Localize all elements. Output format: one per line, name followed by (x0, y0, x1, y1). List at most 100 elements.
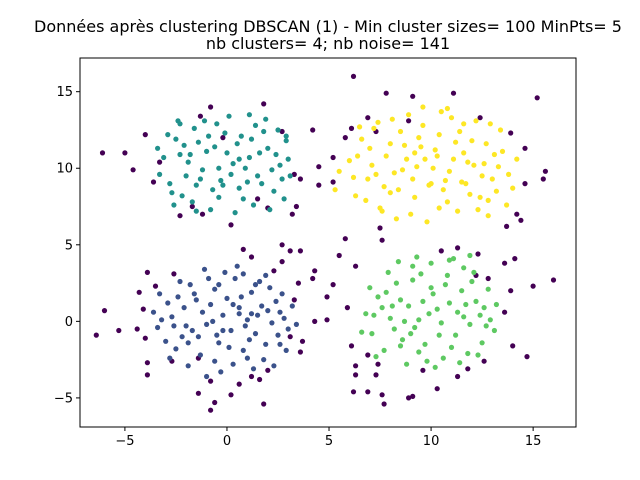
data-point (179, 334, 185, 340)
data-point (471, 269, 477, 275)
data-points (93, 73, 557, 413)
data-point (397, 128, 404, 135)
data-point (485, 197, 491, 203)
data-point (208, 104, 214, 110)
data-point (450, 156, 457, 162)
data-point (169, 190, 175, 196)
data-point (518, 217, 524, 223)
data-point (257, 376, 263, 383)
data-point (224, 295, 230, 301)
data-point (265, 367, 271, 373)
data-point (459, 179, 465, 185)
data-point (252, 331, 259, 337)
data-point (248, 373, 255, 380)
data-point (353, 363, 359, 369)
data-point (287, 173, 293, 179)
data-point (197, 352, 203, 358)
data-point (297, 248, 303, 254)
chart-title-line1: Données après clustering DBSCAN (1) - Mi… (34, 17, 622, 36)
data-point (434, 153, 440, 159)
data-point (353, 372, 359, 378)
data-point (542, 168, 549, 174)
data-point (379, 208, 385, 214)
data-point (177, 121, 183, 127)
data-point (199, 167, 206, 173)
data-point (208, 301, 214, 308)
data-point (375, 361, 381, 367)
data-point (432, 364, 438, 370)
data-point (99, 150, 106, 156)
data-point (165, 132, 171, 138)
data-point (171, 323, 177, 329)
data-point (467, 191, 473, 197)
data-point (420, 122, 426, 128)
data-point (446, 300, 452, 306)
data-point (350, 174, 357, 180)
data-point (248, 311, 255, 317)
data-point (234, 263, 240, 269)
data-point (406, 112, 412, 118)
data-point (275, 127, 281, 133)
data-point (226, 113, 232, 119)
data-point (250, 202, 257, 208)
data-point (222, 269, 228, 275)
data-point (471, 162, 477, 168)
data-point (422, 341, 428, 347)
data-point (244, 179, 250, 185)
data-point (210, 187, 216, 193)
data-point (442, 282, 448, 288)
data-point (150, 309, 157, 315)
data-point (453, 139, 459, 145)
data-point (279, 259, 285, 265)
data-point (152, 283, 159, 289)
data-point (479, 340, 485, 346)
data-point (330, 282, 336, 288)
data-point (248, 289, 255, 295)
data-point (371, 312, 377, 318)
data-point (210, 318, 216, 324)
data-point (412, 324, 418, 331)
data-point (283, 347, 289, 353)
data-point (265, 308, 271, 314)
data-point (357, 124, 363, 130)
data-point (195, 139, 201, 145)
data-point (432, 147, 438, 153)
data-point (236, 156, 242, 162)
data-point (406, 303, 412, 309)
data-point (393, 216, 399, 222)
data-point (277, 309, 283, 315)
data-point (506, 171, 512, 177)
data-point (195, 390, 201, 396)
data-point (481, 305, 487, 311)
data-point (438, 109, 444, 115)
data-point (201, 266, 208, 272)
data-point (420, 367, 426, 373)
data-point (444, 272, 450, 278)
data-point (399, 167, 406, 173)
data-point (236, 305, 242, 311)
data-point (455, 245, 461, 251)
data-point (387, 190, 393, 196)
data-point (277, 162, 283, 168)
data-point (179, 193, 185, 199)
data-point (199, 211, 206, 217)
data-point (381, 184, 387, 190)
data-point (418, 271, 424, 277)
data-point (473, 298, 479, 304)
data-point (522, 145, 528, 151)
data-point (344, 305, 350, 311)
data-point (430, 165, 436, 171)
data-point (414, 254, 420, 260)
data-point (438, 320, 444, 326)
data-point (273, 298, 279, 304)
data-point (397, 343, 404, 349)
data-point (416, 135, 422, 141)
y-tick-label: −5 (54, 391, 73, 406)
data-point (469, 138, 475, 144)
data-point (359, 329, 365, 335)
data-point (514, 211, 520, 217)
data-point (299, 338, 306, 344)
data-point (504, 223, 510, 229)
data-point (222, 130, 228, 136)
